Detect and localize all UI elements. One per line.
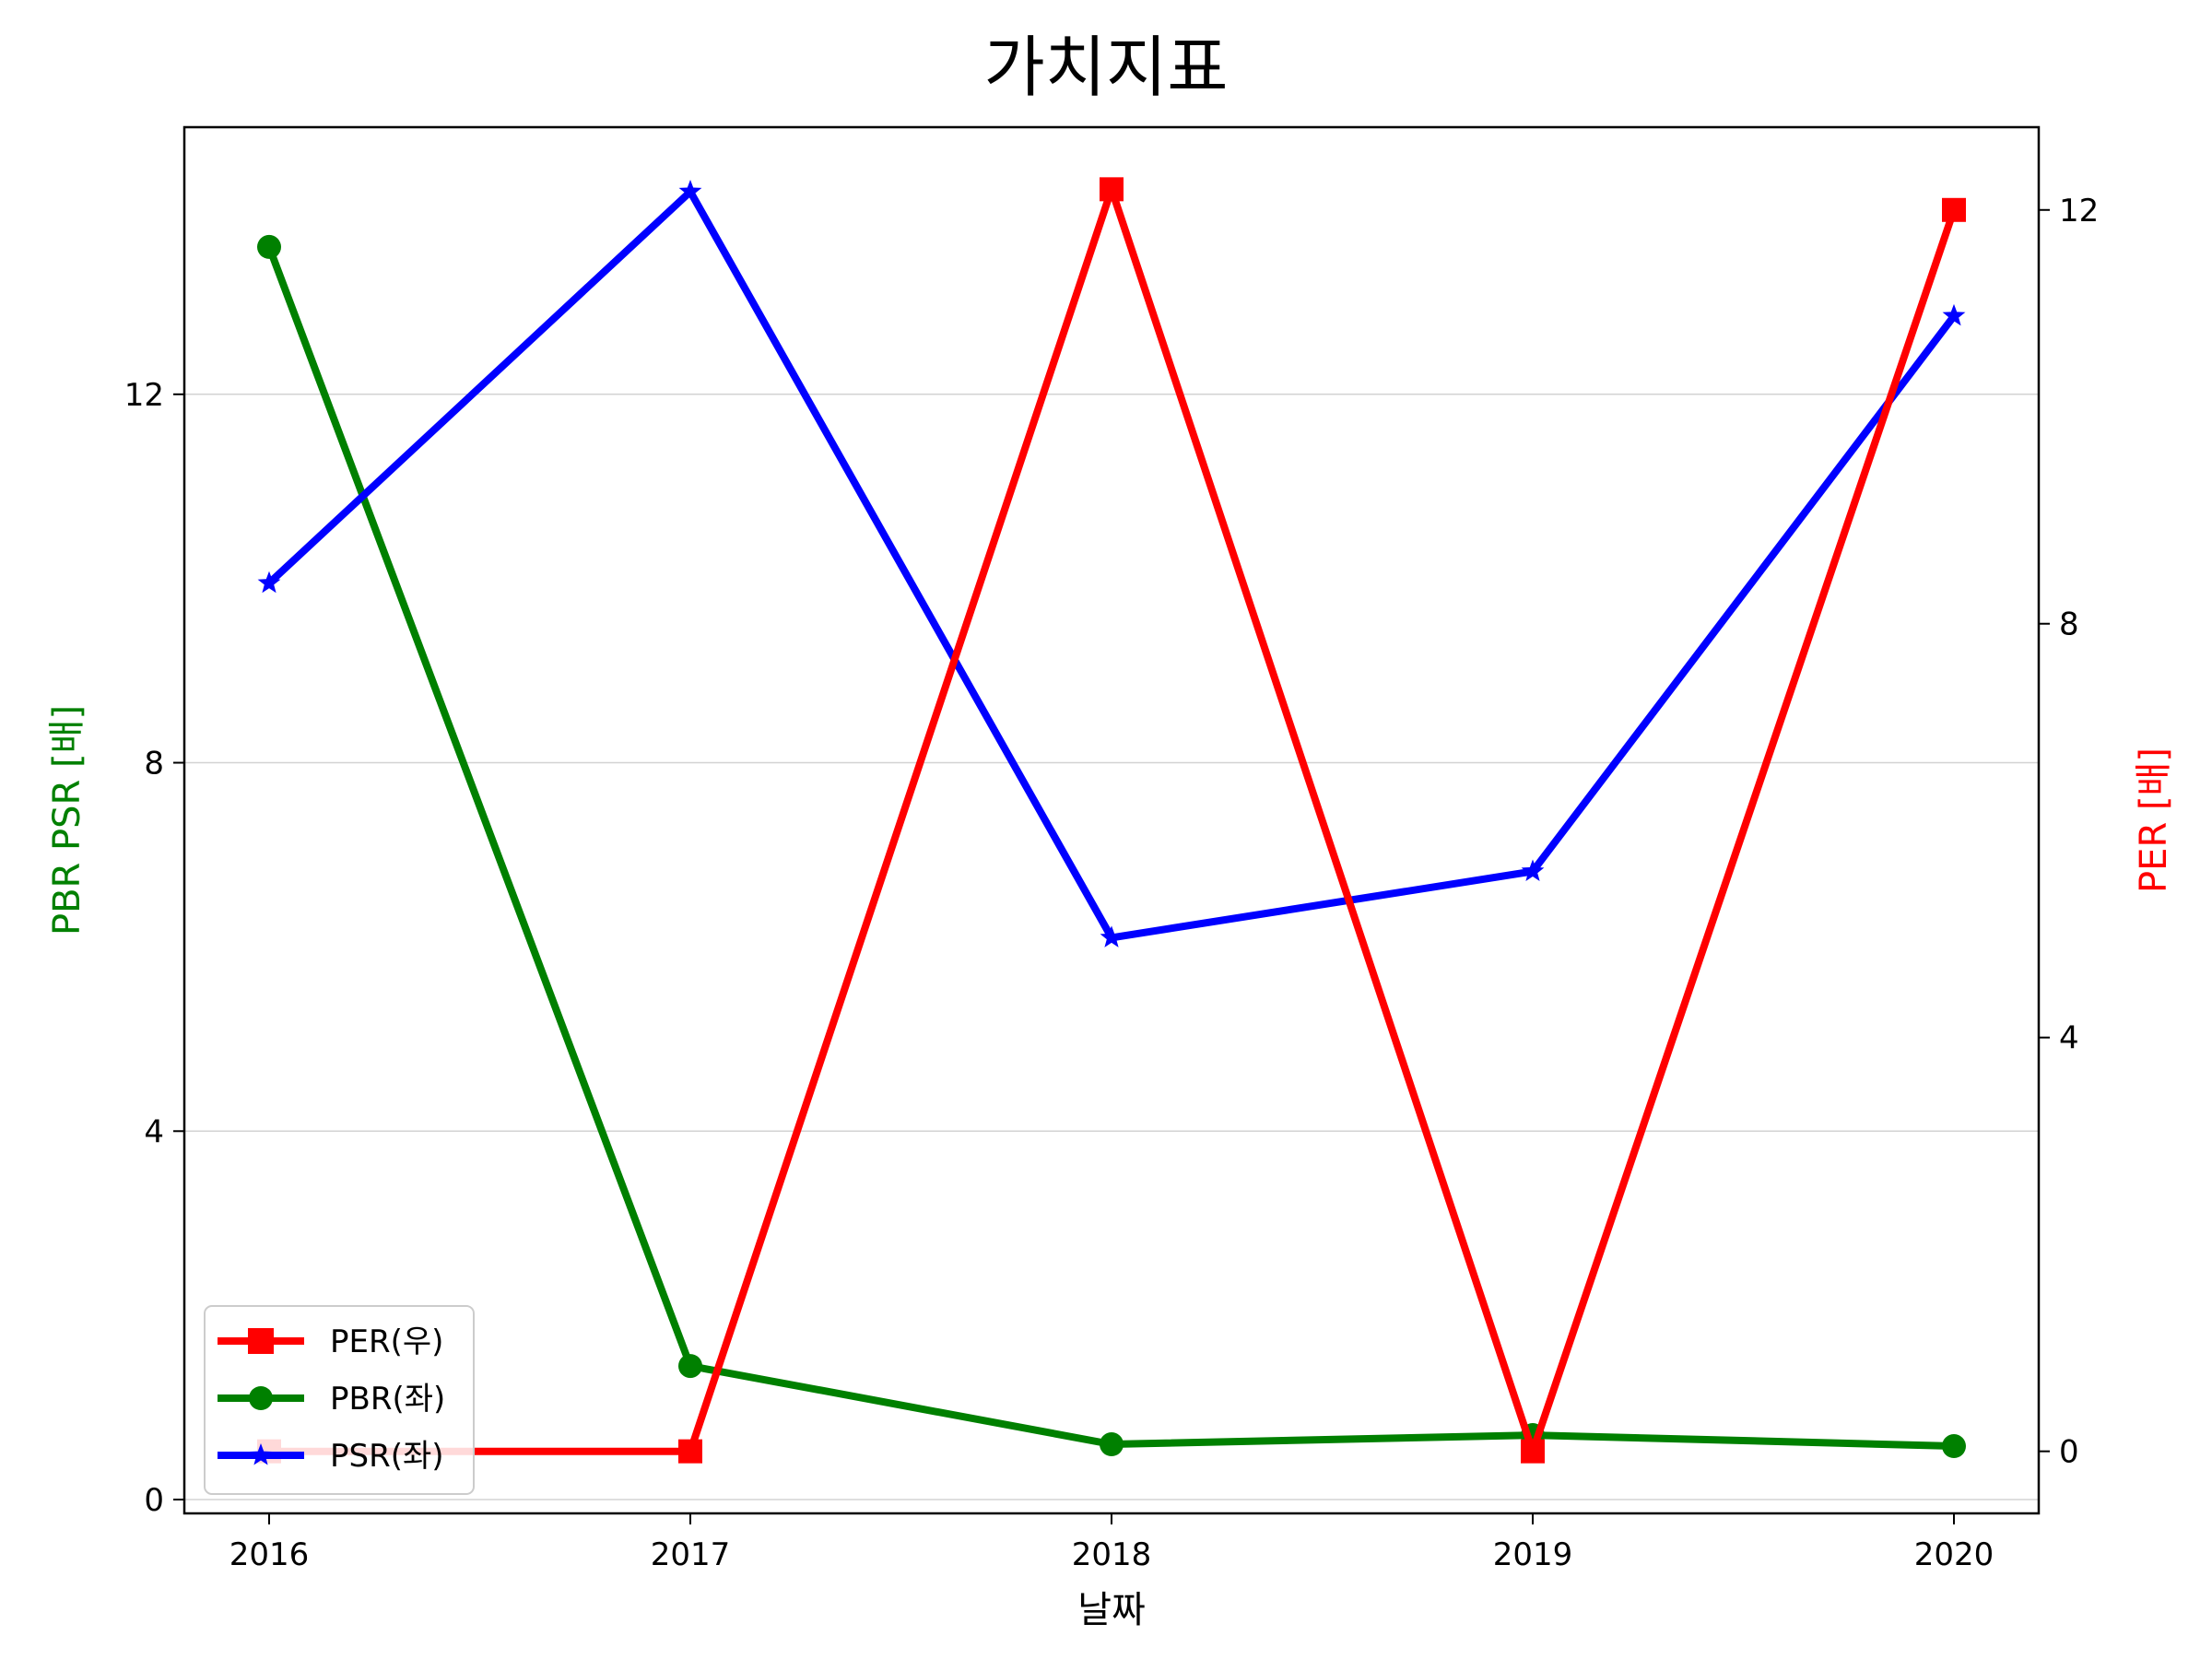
data-point-per [678, 1439, 702, 1464]
legend-label: PBR(좌) [330, 1381, 445, 1418]
series-psr [257, 180, 1966, 947]
legend-item-psr: PSR(좌) [218, 1438, 444, 1475]
legend-swatch-marker [249, 1443, 273, 1465]
data-point-psr [1942, 303, 1966, 326]
x-axis-label: 날짜 [1077, 1589, 1146, 1631]
series-per [257, 177, 1966, 1464]
data-point-psr [257, 571, 281, 594]
data-point-per [1100, 177, 1124, 202]
x-tick-label: 2016 [229, 1536, 310, 1573]
data-point-pbr [257, 234, 281, 259]
x-tick-label: 2019 [1493, 1536, 1573, 1573]
data-point-pbr [1942, 1434, 1966, 1459]
series-line-per [265, 185, 1958, 1455]
y-axis-label-right: PER [배] [2133, 747, 2175, 893]
x-tick-label: 2020 [1914, 1536, 1994, 1573]
legend-label: PER(우) [330, 1324, 443, 1360]
data-point-pbr [678, 1354, 702, 1379]
legend-item-per: PER(우) [218, 1324, 443, 1360]
legend-swatch-marker [249, 1386, 273, 1410]
data-point-psr [1521, 859, 1545, 881]
series-line-psr [265, 188, 1958, 942]
y-left-tick-label: 4 [144, 1113, 164, 1150]
series-layer [257, 177, 1966, 1464]
x-tick-label: 2018 [1072, 1536, 1152, 1573]
y-left-tick-label: 12 [124, 377, 164, 414]
legend-swatch-marker [248, 1328, 274, 1354]
data-point-per [1942, 197, 1966, 222]
grid-lines [184, 394, 2039, 1500]
data-point-pbr [1100, 1432, 1124, 1457]
chart-title: 가치지표 [984, 29, 1229, 106]
data-point-per [1521, 1439, 1545, 1464]
series-pbr [257, 234, 1966, 1459]
x-tick-label: 2017 [651, 1536, 731, 1573]
legend: PER(우) PBR(좌) PSR(좌) [204, 1305, 475, 1495]
data-point-psr [678, 180, 702, 202]
y-right-tick-label: 4 [2059, 1020, 2079, 1057]
y-left-tick-label: 0 [144, 1482, 164, 1519]
y-right-tick-label: 0 [2059, 1434, 2079, 1471]
series-line-pbr [265, 242, 1958, 1450]
y-left-tick-label: 8 [144, 746, 164, 782]
legend-item-pbr: PBR(좌) [218, 1381, 445, 1418]
y-right-tick-label: 12 [2059, 193, 2099, 229]
axis-ticks: 0 4 8 12 0 4 8 12 2016 2017 2018 2019 2020 [124, 193, 2100, 1573]
y-right-tick-label: 8 [2059, 606, 2079, 643]
y-axis-label-left: PBR PSR [배] [46, 705, 88, 935]
legend-label: PSR(좌) [330, 1438, 444, 1475]
data-point-psr [1100, 925, 1124, 947]
